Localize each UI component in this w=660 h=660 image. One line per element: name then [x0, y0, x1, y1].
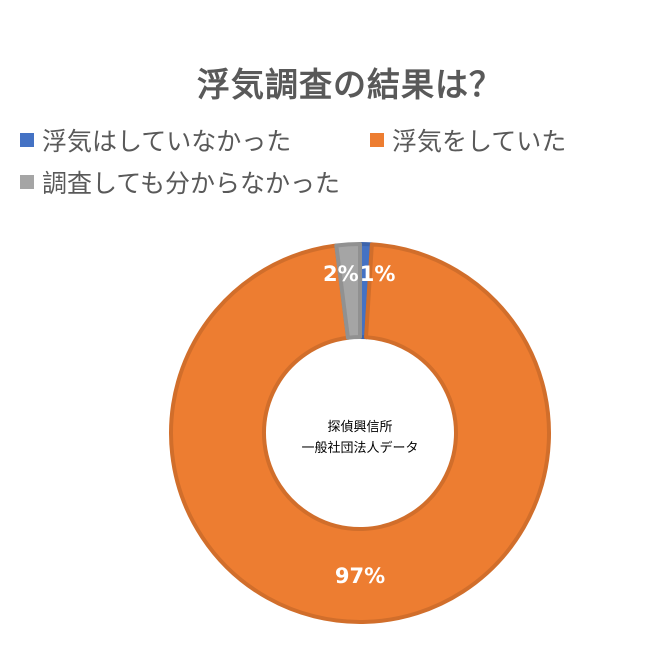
- center-text-line-1: 探偵興信所: [327, 420, 392, 435]
- legend-item-cheating: 浮気をしていた: [370, 122, 566, 158]
- center-text-line-2: 一般社団法人データ: [301, 440, 418, 456]
- legend-item-not-cheating: 浮気はしていなかった: [20, 122, 291, 158]
- data-label-cheating: 97%: [335, 564, 385, 588]
- legend-swatch-not-cheating: [20, 133, 34, 147]
- legend-swatch-cheating: [370, 133, 384, 147]
- data-label-not-cheating: 1%: [360, 262, 396, 286]
- legend-swatch-unknown: [20, 175, 34, 189]
- legend-label-unknown: 調査しても分からなかった: [42, 169, 341, 198]
- slice-cheating: [168, 242, 551, 624]
- legend-item-unknown: 調査しても分からなかった: [20, 164, 340, 200]
- legend-label-not-cheating: 浮気はしていなかった: [42, 127, 292, 156]
- data-label-unknown: 2%: [323, 262, 359, 286]
- slice-unknown: [334, 242, 362, 340]
- legend-label-cheating: 浮気をしていた: [392, 127, 567, 156]
- chart-title: 浮気調査の結果は？: [197, 65, 503, 104]
- donut-data-labels: 1% 97% 2%: [323, 262, 395, 588]
- donut-slices: [168, 242, 551, 624]
